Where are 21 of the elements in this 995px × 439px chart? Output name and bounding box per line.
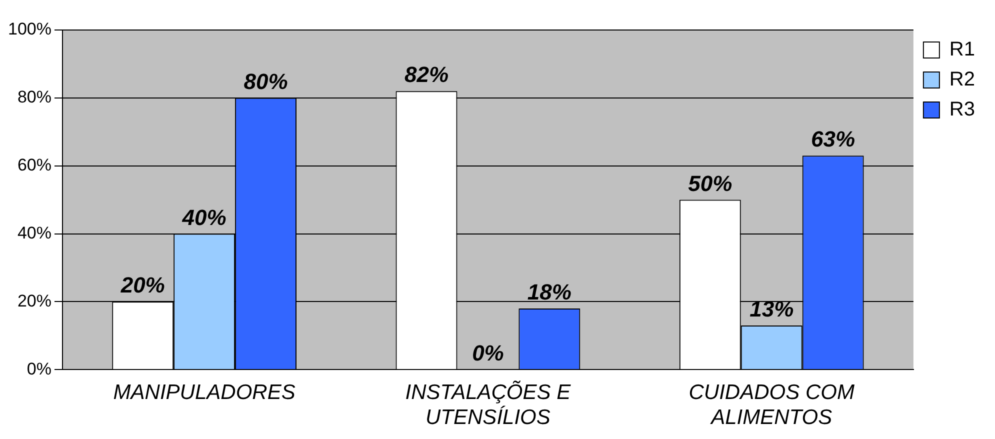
y-tick-label: 0% <box>26 359 52 378</box>
data-label: 13% <box>750 296 794 322</box>
y-tick-label: 20% <box>17 291 52 310</box>
data-label: 40% <box>181 204 226 230</box>
data-label: 20% <box>120 272 165 298</box>
x-tick-label: CUIDADOS COM ALIMENTOS <box>688 381 855 430</box>
data-label: 80% <box>244 68 288 94</box>
legend-label: R2 <box>949 68 976 91</box>
y-tick-label: 60% <box>17 156 52 175</box>
data-label: 0% <box>472 340 504 366</box>
legend-label: R1 <box>949 38 976 61</box>
y-tick-label: 80% <box>17 88 52 107</box>
y-tick-label: 100% <box>8 20 52 39</box>
data-label: 18% <box>527 280 572 305</box>
data-label: 63% <box>811 126 856 152</box>
data-label: 50% <box>688 170 732 196</box>
data-label: 82% <box>404 62 449 88</box>
y-tick-label: 40% <box>17 223 52 242</box>
x-tick-label: INSTALAÇÕES E UTENSÍLIOS <box>405 380 572 430</box>
x-tick-label: MANIPULADORES <box>113 381 296 404</box>
legend-label: R3 <box>949 98 976 121</box>
